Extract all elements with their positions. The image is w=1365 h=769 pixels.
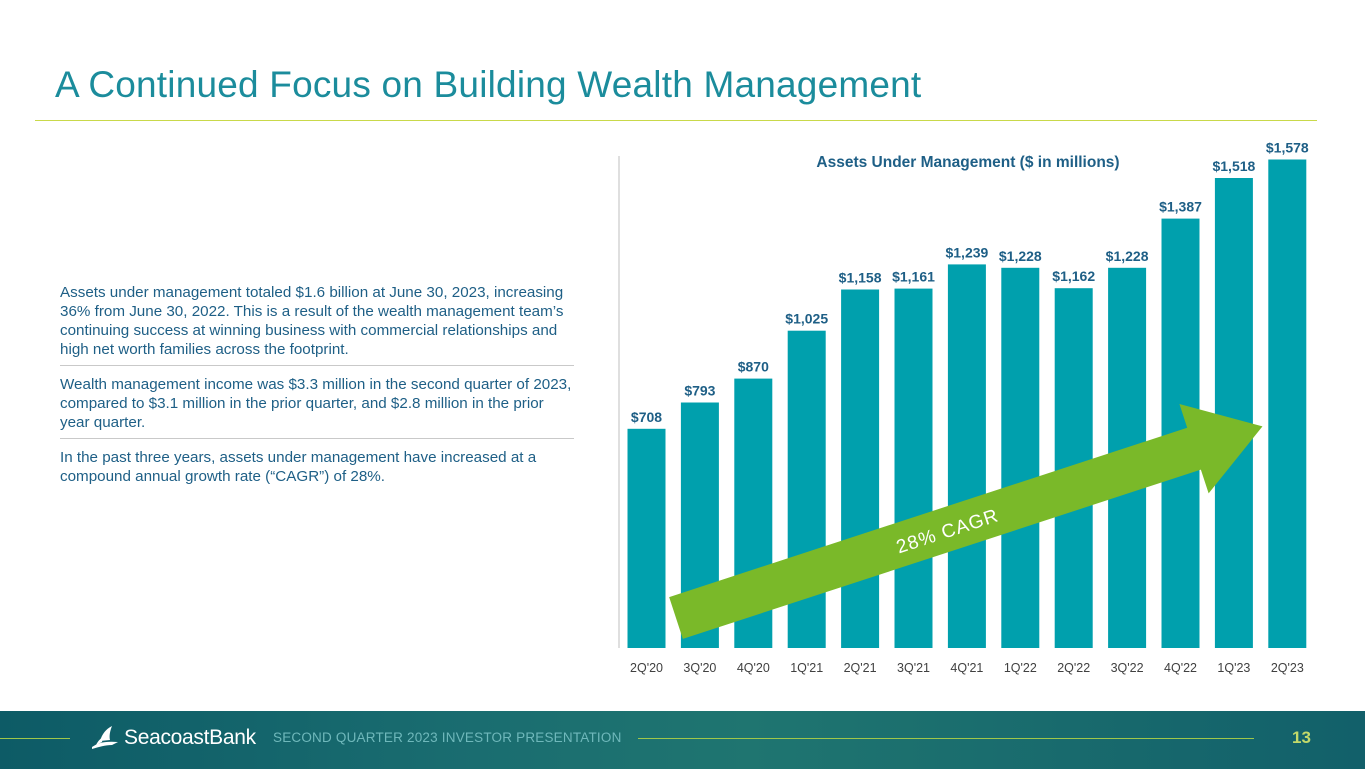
bars-group: [627, 159, 1307, 648]
bullet-aum-total: Assets under management totaled $1.6 bil…: [60, 284, 564, 358]
footer-rule-right: [638, 738, 1254, 739]
sailfish-icon: [92, 726, 118, 749]
value-labels-group: $708 $793 $870 $1,025 $1,158 $1,161 $1,239 $1,2…: [631, 140, 1309, 425]
value-label-3Q20: $793: [684, 383, 715, 399]
bar-2Q23: [1268, 159, 1307, 648]
x-tick-2Q23: 2Q'23: [1271, 661, 1304, 675]
value-label-4Q22: $1,387: [1159, 199, 1202, 215]
brand-name: SeacoastBank: [124, 726, 256, 749]
value-label-1Q22: $1,228: [999, 248, 1042, 264]
x-tick-1Q23: 1Q'23: [1217, 661, 1250, 675]
x-tick-3Q22: 3Q'22: [1111, 661, 1144, 675]
x-tick-2Q20: 2Q'20: [630, 661, 663, 675]
value-label-2Q21: $1,158: [839, 270, 882, 286]
x-tick-1Q22: 1Q'22: [1004, 661, 1037, 675]
value-label-3Q21: $1,161: [892, 269, 935, 285]
value-label-1Q21: $1,025: [785, 311, 828, 327]
value-label-3Q22: $1,228: [1106, 248, 1149, 264]
bar-2Q21: [841, 289, 880, 648]
slide-title: A Continued Focus on Building Wealth Man…: [55, 64, 922, 105]
bar-1Q22: [1001, 267, 1040, 648]
footer-caption: SECOND QUARTER 2023 INVESTOR PRESENTATIO…: [273, 730, 622, 745]
cagr-arrow-shape: [669, 404, 1263, 639]
bar-1Q23: [1214, 178, 1253, 648]
footer-bar: SeacoastBank SECOND QUARTER 2023 INVESTO…: [0, 711, 1365, 769]
aum-chart-svg: Assets Under Management ($ in millions) …: [618, 140, 1309, 675]
x-tick-labels-group: 2Q'20 3Q'20 4Q'20 1Q'21 2Q'21 3Q'21 4Q'21 1Q'22…: [630, 661, 1304, 675]
value-label-4Q20: $870: [738, 359, 769, 375]
bullet-wealth-income: Wealth management income was $3.3 millio…: [60, 365, 574, 438]
brand-logo: SeacoastBank: [90, 723, 256, 753]
chart-title: Assets Under Management ($ in millions): [816, 154, 1119, 171]
bar-4Q21: [947, 264, 986, 648]
x-tick-4Q21: 4Q'21: [950, 661, 983, 675]
bar-3Q21: [894, 288, 933, 648]
value-label-2Q20: $708: [631, 409, 662, 425]
footer-rule-left: [0, 738, 70, 739]
aum-chart: Assets Under Management ($ in millions) …: [600, 140, 1320, 685]
x-tick-3Q20: 3Q'20: [683, 661, 716, 675]
value-label-1Q23: $1,518: [1212, 158, 1255, 174]
bullet-cagr: In the past three years, assets under ma…: [60, 438, 574, 492]
x-tick-1Q21: 1Q'21: [790, 661, 823, 675]
x-tick-4Q20: 4Q'20: [737, 661, 770, 675]
value-label-4Q21: $1,239: [945, 244, 988, 260]
x-tick-2Q22: 2Q'22: [1057, 661, 1090, 675]
bar-2Q20: [627, 428, 666, 648]
x-tick-4Q22: 4Q'22: [1164, 661, 1197, 675]
page-number: 13: [1292, 728, 1311, 747]
x-tick-2Q21: 2Q'21: [844, 661, 877, 675]
title-rule: [35, 120, 1317, 121]
x-tick-3Q21: 3Q'21: [897, 661, 930, 675]
bullet-list: Assets under management totaled $1.6 bil…: [60, 283, 574, 492]
value-label-2Q22: $1,162: [1052, 268, 1095, 284]
value-label-2Q23: $1,578: [1266, 140, 1309, 156]
